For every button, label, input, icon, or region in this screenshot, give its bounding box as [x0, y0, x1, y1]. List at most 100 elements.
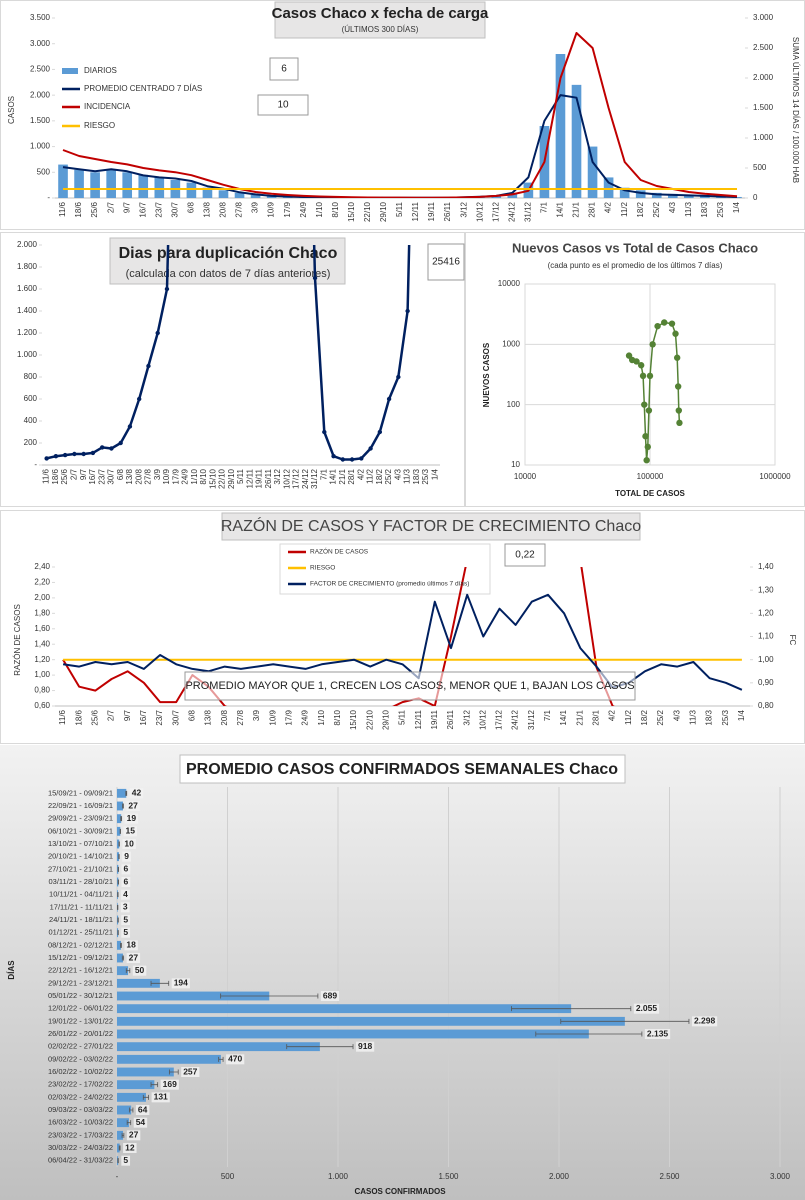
error-bar — [150, 1082, 159, 1088]
x-tick-label: 10/12 — [478, 709, 487, 730]
bar — [117, 826, 121, 836]
bar — [117, 1080, 155, 1090]
bar — [117, 1054, 221, 1064]
error-bar — [142, 1094, 150, 1100]
y-tick-label: 23/03/22 - 17/03/22 — [48, 1130, 113, 1139]
y-tick-label: 2.000 — [30, 90, 51, 99]
title-box — [179, 754, 626, 784]
value-label-bg — [129, 788, 144, 799]
y-axis-label: NUEVOS CASOS — [482, 342, 491, 407]
x-tick-label: 10/12 — [282, 468, 291, 489]
x-tick-label: 28/1 — [588, 201, 597, 217]
legend-label: RAZÓN DE CASOS — [310, 547, 369, 556]
x-tick-label: 22/10 — [363, 201, 372, 222]
y-tick-label: 01/12/21 - 25/11/21 — [49, 928, 114, 937]
y-tick-label: 2,40 — [34, 562, 50, 571]
x-tick-label: 25/6 — [60, 468, 69, 484]
bar — [106, 169, 116, 198]
value-label: 470 — [228, 1054, 242, 1064]
y-tick-label: 27/10/21 - 21/10/21 — [48, 864, 113, 873]
bar — [635, 190, 646, 198]
bar — [117, 1029, 589, 1039]
error-bar — [120, 816, 123, 822]
x-tick-label: 12/11 — [414, 709, 423, 729]
title-box — [221, 512, 641, 541]
x-tick-label: 5/11 — [398, 709, 407, 725]
error-bar — [125, 968, 131, 974]
value-label-bg — [121, 864, 131, 875]
value-label-bg — [633, 1003, 660, 1014]
y-axis-label: CASOS — [7, 96, 16, 124]
y-tick-label: 1,80 — [34, 608, 50, 617]
value-label: 64 — [138, 1104, 148, 1114]
bar — [122, 172, 133, 198]
x-tick-label: 3/9 — [251, 201, 260, 213]
y-tick-label: 20/10/21 - 14/10/21 — [48, 852, 113, 861]
y-tick-label: 16/02/22 - 10/02/22 — [48, 1067, 113, 1076]
bar — [218, 190, 229, 198]
error-bar — [121, 955, 125, 961]
y2-tick-label: 2.500 — [753, 43, 774, 52]
y2-tick-label: 0,90 — [758, 678, 774, 687]
x-tick-label: 5/11 — [236, 468, 245, 484]
x-tick-label: 18/6 — [51, 468, 60, 484]
x-tick-label: 1/10 — [315, 201, 324, 217]
chart-title: Dias para duplicación Chaco — [119, 245, 338, 262]
x-tick-label: 1/10 — [317, 709, 326, 725]
value-label: 918 — [358, 1041, 372, 1051]
y-tick-label: 500 — [37, 167, 51, 176]
value-label: 194 — [174, 978, 188, 988]
x-tick-label: 8/10 — [331, 201, 340, 217]
point — [668, 320, 676, 327]
annotation-box — [257, 94, 309, 116]
bar — [117, 1143, 120, 1153]
error-bar — [126, 1120, 132, 1126]
point — [644, 443, 651, 451]
y-tick-label: 2,20 — [34, 578, 50, 587]
legend-label: RIESGO — [84, 121, 115, 130]
legend-label: INCIDENCIA — [84, 102, 131, 111]
x-tick-label: 4/3 — [672, 709, 681, 721]
x-tick-label: 9/7 — [123, 709, 132, 721]
bar — [117, 966, 129, 976]
point — [676, 419, 683, 427]
x-tick-label: 10000 — [514, 472, 537, 481]
y-tick-label: 17/11/21 - 11/11/21 — [50, 902, 113, 911]
annotation: 10 — [277, 100, 289, 111]
x-tick-label: 11/6 — [42, 468, 51, 484]
bar — [202, 187, 213, 198]
point — [386, 396, 392, 402]
value-label-bg — [644, 1029, 671, 1039]
point — [155, 330, 160, 336]
x-tick-label: 16/7 — [138, 201, 147, 217]
x-tick-label: 10/9 — [162, 468, 171, 484]
y-tick-label: 600 — [24, 394, 38, 403]
x-tick-label: 2/7 — [70, 468, 79, 480]
y2-tick-label: 1.000 — [753, 133, 774, 142]
y2-tick-label: 1,20 — [758, 608, 774, 617]
bar — [117, 1042, 320, 1052]
value-label: 10 — [124, 838, 134, 848]
bar — [74, 169, 84, 198]
x-tick-label: 3/9 — [153, 468, 162, 480]
chart-subtitle: (ÚLTIMOS 300 DÍAS) — [342, 25, 419, 34]
x-tick-label: 29/10 — [379, 201, 388, 222]
bar — [117, 864, 119, 874]
point — [164, 286, 170, 292]
x-tick-label: 5/11 — [395, 201, 404, 217]
y-tick-label: 0,60 — [34, 701, 50, 710]
y2-tick-label: 1,40 — [758, 562, 774, 571]
bar — [587, 146, 598, 198]
y2-tick-label: 3.000 — [753, 13, 774, 22]
x-tick-label: 18/3 — [412, 468, 421, 484]
error-bar — [218, 1056, 224, 1062]
bar — [117, 877, 119, 887]
error-bar — [511, 1006, 632, 1012]
point — [673, 354, 681, 361]
annotation: 0,22 — [515, 550, 535, 561]
x-tick-label: 1/4 — [430, 468, 439, 480]
error-bar — [560, 1018, 690, 1024]
y-tick-label: 1,20 — [34, 655, 50, 664]
y-tick-label: 15/12/21 - 09/12/21 — [48, 953, 113, 962]
y-tick-label: 24/11/21 - 18/11/21 — [49, 915, 113, 924]
